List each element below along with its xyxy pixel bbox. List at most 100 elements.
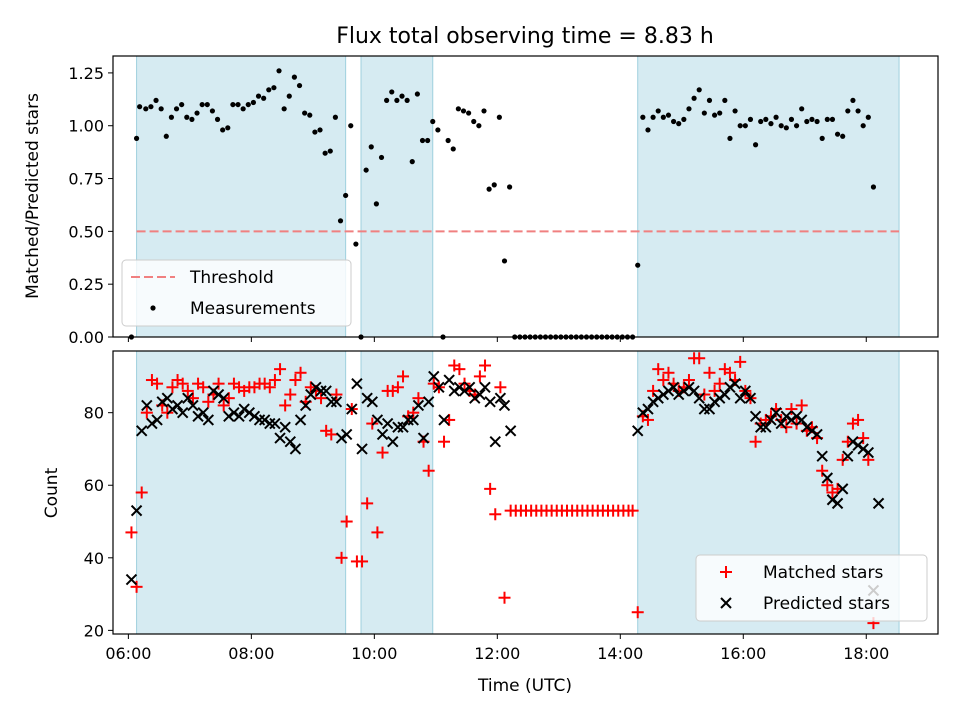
y-tick-label: 60 bbox=[84, 476, 104, 495]
measurement-point bbox=[368, 144, 374, 150]
matched-star-point bbox=[723, 366, 736, 379]
measurement-point bbox=[327, 148, 333, 154]
predicted-star-mark-b bbox=[407, 414, 419, 426]
measurement-point bbox=[645, 127, 651, 133]
measurement-point bbox=[317, 127, 323, 133]
measurement-point bbox=[460, 108, 467, 114]
predicted-star-mark-b bbox=[289, 443, 302, 455]
measurement-point bbox=[281, 106, 287, 112]
predicted-star-point bbox=[366, 396, 378, 408]
predicted-star-mark-b bbox=[294, 414, 307, 426]
y-tick-label: 0.25 bbox=[68, 275, 104, 294]
predicted-star-mark-b bbox=[739, 385, 752, 397]
measurement-point bbox=[752, 142, 759, 148]
measurement-point bbox=[845, 108, 851, 114]
predicted-star-mark-b bbox=[872, 497, 885, 510]
measurement-point bbox=[409, 159, 415, 165]
measurement-point bbox=[389, 89, 395, 95]
predicted-star-mark-b bbox=[243, 406, 256, 419]
measurement-point bbox=[855, 108, 861, 114]
predicted-star-mark-b bbox=[714, 392, 726, 404]
predicted-star-mark-b bbox=[474, 388, 486, 401]
predicted-star-mark-b bbox=[484, 396, 496, 408]
measurement-point bbox=[419, 137, 426, 144]
measurement-point bbox=[711, 112, 718, 118]
predicted-star-mark-b bbox=[816, 450, 828, 462]
predicted-star-mark-b bbox=[857, 443, 869, 455]
predicted-star-mark-b bbox=[299, 399, 312, 412]
predicted-star-point bbox=[402, 414, 414, 426]
matched-star-point bbox=[140, 406, 153, 419]
predicted-star-point bbox=[453, 381, 466, 393]
predicted-star-point bbox=[407, 414, 419, 426]
measurement-point bbox=[363, 167, 369, 173]
matched-star-point bbox=[836, 453, 849, 466]
matched-star-point bbox=[647, 384, 660, 397]
predicted-star-mark-b bbox=[443, 374, 455, 386]
measurement-point bbox=[804, 118, 810, 125]
matched-star-point bbox=[181, 384, 194, 397]
predicted-star-point bbox=[151, 414, 163, 426]
predicted-star-point bbox=[253, 414, 266, 426]
predicted-star-point bbox=[667, 381, 680, 393]
matched-star-point bbox=[217, 399, 230, 412]
predicted-star-mark-b bbox=[171, 399, 184, 412]
y-tick-label: 40 bbox=[84, 549, 104, 568]
predicted-star-mark-b bbox=[780, 410, 793, 423]
predicted-star-mark-b bbox=[852, 439, 864, 452]
measurement-point bbox=[168, 114, 175, 120]
matched-star-point bbox=[356, 555, 369, 568]
measurement-point bbox=[496, 114, 502, 120]
matched-star-point bbox=[263, 381, 276, 394]
predicted-star-mark-b bbox=[274, 432, 286, 444]
predicted-star-point bbox=[842, 450, 854, 462]
predicted-star-mark-b bbox=[202, 414, 215, 426]
measurement-point bbox=[194, 110, 200, 116]
predicted-star-mark-b bbox=[479, 381, 491, 393]
predicted-star-point bbox=[826, 494, 839, 506]
predicted-star-mark-b bbox=[356, 443, 368, 455]
predicted-star-point bbox=[443, 374, 455, 386]
x-tick-label: 14:00 bbox=[597, 644, 643, 663]
measurement-point bbox=[706, 97, 713, 103]
predicted-star-mark-b bbox=[428, 370, 440, 383]
predicted-star-point bbox=[351, 377, 363, 390]
matched-star-point bbox=[361, 497, 374, 510]
top-panel: 0.00 0.25 0.50 0.75 1.00 1.25 Matched/Predict… bbox=[23, 55, 939, 347]
matched-star-point bbox=[453, 363, 466, 376]
predicted-star-mark-b bbox=[346, 403, 358, 415]
predicted-star-point bbox=[238, 403, 250, 415]
measurement-point bbox=[758, 118, 764, 125]
matched-star-point bbox=[274, 363, 287, 376]
matched-star-point bbox=[785, 403, 798, 416]
measurement-point bbox=[466, 110, 472, 116]
measurement-point bbox=[742, 123, 748, 129]
measurement-point bbox=[507, 184, 513, 190]
predicted-star-point bbox=[192, 410, 204, 423]
predicted-star-point bbox=[463, 381, 476, 393]
predicted-star-mark-b bbox=[657, 388, 670, 401]
matched-star-point bbox=[366, 417, 379, 430]
measurement-point bbox=[655, 108, 661, 114]
predicted-star-mark-b bbox=[238, 403, 250, 415]
measurement-point bbox=[255, 93, 262, 99]
matched-star-point bbox=[391, 381, 404, 394]
predicted-star-point bbox=[724, 381, 736, 393]
predicted-star-point bbox=[130, 504, 143, 517]
predicted-star-point bbox=[775, 417, 787, 430]
predicted-star-mark-b bbox=[228, 406, 240, 419]
measurement-point bbox=[143, 106, 149, 112]
predicted-star-point bbox=[719, 388, 731, 401]
measurement-point bbox=[809, 116, 815, 122]
legend-matched-swatch bbox=[720, 566, 732, 578]
measurement-point bbox=[435, 127, 441, 133]
predicted-star-point bbox=[428, 370, 440, 383]
predicted-star-mark-b bbox=[489, 435, 501, 448]
measurement-point bbox=[179, 101, 185, 108]
predicted-star-mark-b bbox=[130, 504, 143, 517]
predicted-star-point bbox=[458, 385, 471, 397]
predicted-star-mark-b bbox=[135, 425, 148, 437]
measurement-point bbox=[696, 87, 702, 93]
measurement-point bbox=[650, 114, 656, 120]
predicted-star-point bbox=[166, 403, 179, 415]
